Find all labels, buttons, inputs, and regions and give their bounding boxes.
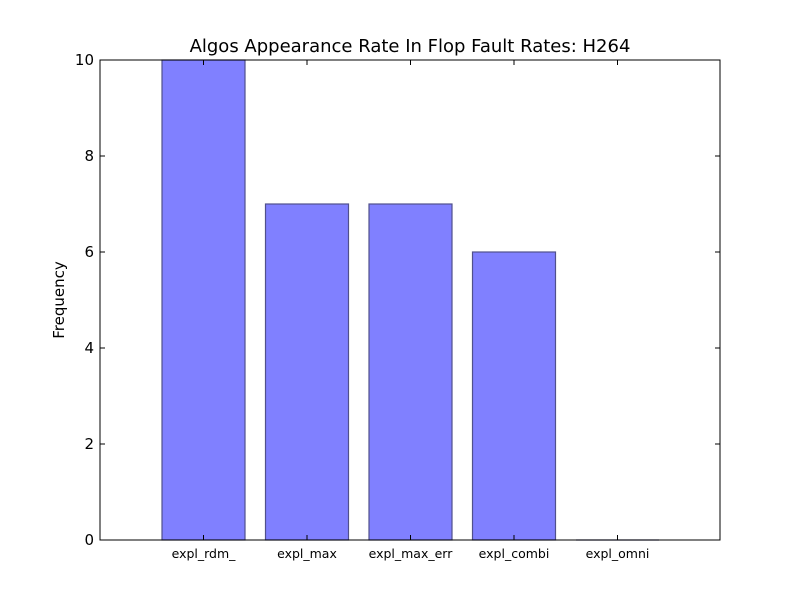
bar-expl-rdm (161, 59, 246, 541)
y-tick-labels-group: 0 2 4 6 8 10 (75, 51, 94, 549)
ticks-group (100, 59, 720, 541)
plot-frame (99, 59, 721, 541)
y-tick-label: 8 (84, 147, 94, 165)
y-tick-label: 4 (84, 339, 94, 357)
x-tick-label: expl_max_err (369, 546, 454, 561)
bar-expl-max (264, 203, 350, 541)
bar-expl-max-err (368, 203, 453, 541)
y-tick-label: 6 (84, 243, 94, 261)
y-tick-label: 0 (84, 531, 94, 549)
y-tick-label: 10 (75, 51, 94, 69)
bar-expl-combi (471, 251, 557, 541)
x-tick-label: expl_omni (586, 546, 650, 561)
x-tick-labels-group: expl_rdm_ expl_max expl_max_err expl_combi e… (172, 546, 650, 561)
chart-title: Algos Appearance Rate In Flop Fault Rate… (190, 36, 631, 57)
y-tick-label: 2 (84, 435, 94, 453)
x-tick-label: expl_rdm_ (172, 546, 237, 561)
x-tick-label: expl_max (277, 546, 337, 561)
bars-group (161, 59, 659, 541)
x-tick-label: expl_combi (479, 546, 550, 561)
y-axis-label: Frequency (50, 261, 68, 339)
